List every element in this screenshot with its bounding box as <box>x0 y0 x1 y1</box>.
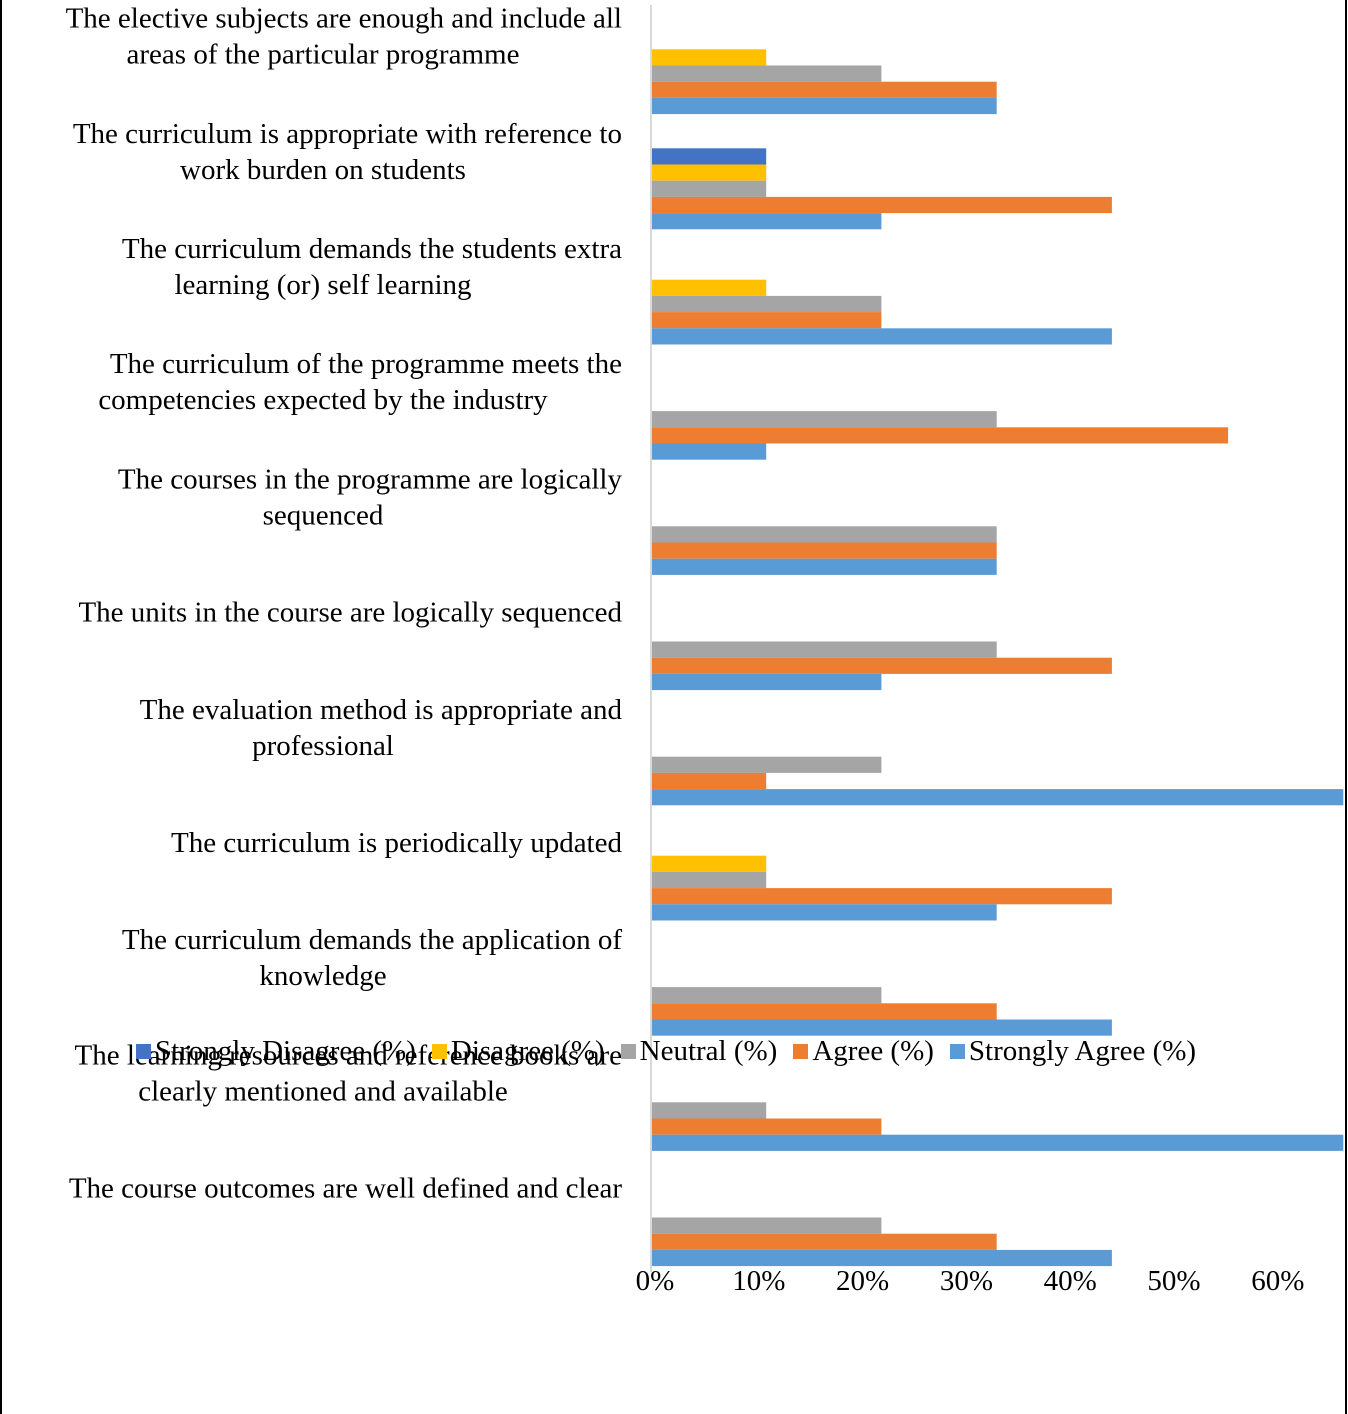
bar-neutral-6 <box>651 756 882 773</box>
category-label-8-line-1: knowledge <box>259 960 386 992</box>
bar-agree-2 <box>651 312 882 329</box>
category-label-4-line-0: The courses in the programme are logical… <box>118 463 623 495</box>
x-tick-label-5: 50% <box>1147 1265 1200 1297</box>
legend-swatch-2 <box>620 1044 636 1059</box>
bar-neutral-2 <box>651 295 882 313</box>
legend: Strongly Disagree (%) Disagree (%) Neutral… <box>0 1035 1348 1068</box>
bar-neutral-7 <box>651 871 767 889</box>
category-label-7-line-0: The curriculum is periodically updated <box>171 827 622 859</box>
category-label-2-line-1: learning (or) self learning <box>174 269 471 301</box>
bar-disagree-1 <box>651 164 767 181</box>
bar-neutral-9 <box>651 1102 767 1119</box>
bar-agree-6 <box>651 772 767 790</box>
category-label-2-line-0: The curriculum demands the students extr… <box>122 233 622 265</box>
legend-item-4: Strongly Agree (%) <box>949 1035 1197 1068</box>
bar-strongly-agree-2 <box>651 328 1112 345</box>
bar-agree-0 <box>651 81 997 98</box>
bar-neutral-4 <box>651 526 997 543</box>
bar-agree-8 <box>651 1003 997 1020</box>
bar-neutral-3 <box>651 411 997 428</box>
bar-agree-4 <box>651 542 997 559</box>
bar-strongly-agree-0 <box>651 97 997 115</box>
category-label-0-line-0: The elective subjects are enough and inc… <box>66 3 622 35</box>
bar-agree-5 <box>651 657 1112 674</box>
category-label-3-line-0: The curriculum of the programme meets th… <box>110 348 622 380</box>
bar-strongly-agree-5 <box>651 673 882 691</box>
bars <box>651 49 1344 1267</box>
category-label-8-line-0: The curriculum demands the application o… <box>122 924 622 956</box>
legend-swatch-1 <box>431 1044 447 1059</box>
legend-label-2: Neutral (%) <box>639 1035 778 1067</box>
bar-neutral-10 <box>651 1217 882 1234</box>
bar-neutral-8 <box>651 987 882 1004</box>
category-label-1-line-0: The curriculum is appropriate with refer… <box>73 118 622 150</box>
bar-agree-10 <box>651 1233 997 1250</box>
category-label-5-line-0: The units in the course are logically se… <box>78 597 622 629</box>
bar-strongly-disagree-1 <box>651 148 767 165</box>
legend-label-0: Strongly Disagree (%) <box>154 1035 416 1067</box>
bar-disagree-2 <box>651 279 767 296</box>
category-label-3-line-1: competencies expected by the industry <box>98 384 548 416</box>
bar-agree-1 <box>651 196 1112 214</box>
bar-strongly-agree-3 <box>651 443 767 460</box>
category-label-0-line-1: areas of the particular programme <box>127 39 520 71</box>
legend-item-3: Agree (%) <box>793 1035 934 1068</box>
bar-strongly-agree-6 <box>651 789 1344 806</box>
x-tick-label-4: 40% <box>1044 1265 1097 1297</box>
legend-label-1: Disagree (%) <box>450 1035 605 1067</box>
legend-item-2: Neutral (%) <box>620 1035 778 1068</box>
legend-label-3: Agree (%) <box>812 1035 934 1067</box>
x-tick-label-0: 0% <box>636 1265 675 1297</box>
category-label-9-line-1: clearly mentioned and available <box>138 1075 508 1107</box>
bar-agree-7 <box>651 888 1112 905</box>
bar-strongly-agree-10 <box>651 1249 1112 1267</box>
bar-strongly-agree-4 <box>651 558 997 575</box>
bar-neutral-5 <box>651 641 997 658</box>
legend-item-1: Disagree (%) <box>431 1035 605 1068</box>
category-label-1-line-1: work burden on students <box>180 154 466 186</box>
bar-agree-3 <box>651 427 1229 444</box>
bar-disagree-7 <box>651 855 767 872</box>
category-label-6-line-1: professional <box>252 730 394 762</box>
x-tick-label-2: 20% <box>836 1265 889 1297</box>
category-label-6-line-0: The evaluation method is appropriate and <box>140 694 623 726</box>
legend-swatch-4 <box>949 1044 965 1059</box>
tick-labels: 0%10%20%30%40%50%60%70% <box>636 1265 1305 1297</box>
category-label-9-line-0: The learning resources and reference boo… <box>75 1039 623 1071</box>
bar-neutral-1 <box>651 180 767 197</box>
x-tick-label-3: 30% <box>940 1265 993 1297</box>
legend-label-4: Strongly Agree (%) <box>968 1035 1197 1067</box>
bar-agree-9 <box>651 1118 882 1135</box>
bar-neutral-0 <box>651 65 882 82</box>
category-labels: The elective subjects are enough and inc… <box>66 3 623 1205</box>
legend-swatch-3 <box>793 1044 809 1059</box>
x-tick-label-1: 10% <box>732 1265 785 1297</box>
category-label-10-line-0: The course outcomes are well defined and… <box>69 1173 622 1205</box>
bar-strongly-agree-9 <box>651 1134 1344 1151</box>
legend-item-0: Strongly Disagree (%) <box>135 1035 416 1068</box>
x-tick-label-6: 60% <box>1251 1265 1304 1297</box>
bar-strongly-agree-8 <box>651 1019 1112 1036</box>
bar-strongly-agree-1 <box>651 213 882 230</box>
bar-disagree-0 <box>651 49 767 66</box>
bar-strongly-agree-7 <box>651 904 997 921</box>
category-label-4-line-1: sequenced <box>263 499 384 531</box>
legend-swatch-0 <box>135 1044 151 1059</box>
